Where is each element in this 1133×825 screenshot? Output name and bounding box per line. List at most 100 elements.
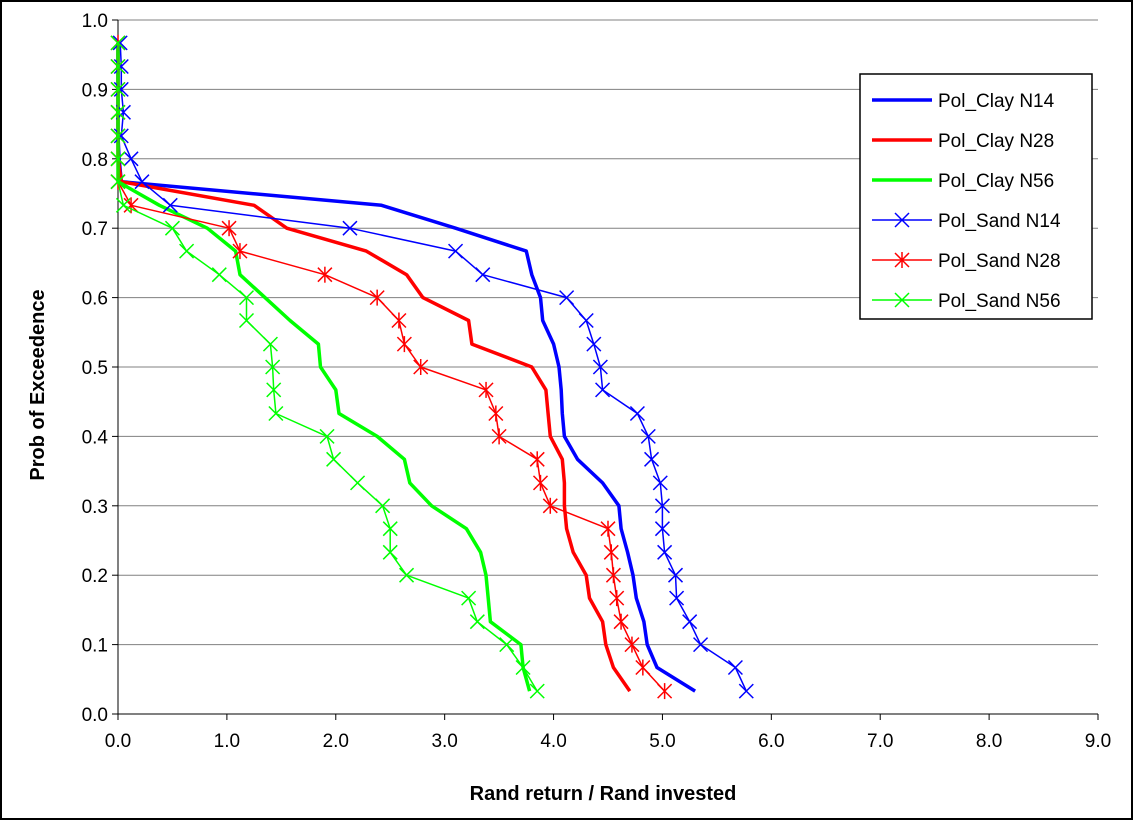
legend-label: Pol_Clay N14 <box>938 91 1055 112</box>
marker-stroke <box>113 58 129 75</box>
data-point-marker <box>391 312 407 329</box>
data-point-marker <box>542 497 558 514</box>
marker-stroke <box>115 197 131 213</box>
data-point-marker <box>413 359 429 375</box>
marker-stroke <box>113 81 129 97</box>
marker-stroke <box>644 451 660 467</box>
legend-item: Pol_Sand N14 <box>872 211 1061 232</box>
y-tick-label: 0.6 <box>82 289 108 310</box>
data-point-marker <box>232 243 248 260</box>
marker-stroke <box>382 521 398 537</box>
data-point-marker <box>529 683 545 699</box>
legend-label: Pol_Sand N14 <box>938 211 1061 232</box>
marker-stroke <box>667 567 684 583</box>
data-point-marker <box>113 81 129 97</box>
y-tick-label: 0.7 <box>82 219 108 240</box>
marker-stroke <box>727 659 743 676</box>
marker-stroke <box>110 58 126 75</box>
marker-stroke <box>469 614 485 630</box>
marker-stroke <box>110 81 126 97</box>
data-point-marker <box>491 428 507 445</box>
data-point-marker <box>317 266 333 283</box>
marker-stroke <box>179 243 195 259</box>
data-point-marker <box>350 475 366 491</box>
data-point-marker <box>115 197 131 213</box>
legend-item: Pol_Clay N56 <box>872 171 1054 192</box>
data-point-marker <box>640 428 656 444</box>
marker-stroke <box>399 567 415 583</box>
data-point-marker <box>110 81 126 97</box>
marker-stroke <box>499 637 515 653</box>
marker-stroke <box>475 267 491 283</box>
data-point-marker <box>179 243 195 259</box>
data-point-marker <box>657 683 673 700</box>
data-point-marker <box>635 659 651 676</box>
data-point-marker <box>624 636 640 653</box>
marker-stroke <box>515 659 531 676</box>
marker-stroke <box>238 290 255 306</box>
marker-stroke <box>894 212 910 228</box>
x-tick-label: 2.0 <box>323 731 349 752</box>
marker-stroke <box>110 104 126 120</box>
marker-stroke <box>682 614 698 630</box>
data-point-marker <box>592 359 608 375</box>
marker-stroke <box>592 359 608 375</box>
data-point-marker <box>112 35 128 51</box>
y-axis-title: Prob of Exceedence <box>27 289 49 480</box>
data-point-marker <box>123 151 139 167</box>
data-point-marker <box>654 521 670 537</box>
data-point-marker <box>110 128 126 144</box>
series-pol-sand-n56 <box>110 35 545 699</box>
x-tick-label: 1.0 <box>214 731 240 752</box>
legend-item: Pol_Sand N28 <box>872 251 1061 272</box>
y-tick-label: 0.9 <box>82 80 108 101</box>
marker-stroke <box>669 590 685 606</box>
marker-stroke <box>211 267 227 283</box>
data-point-marker <box>342 220 358 236</box>
marker-stroke <box>586 336 602 352</box>
data-point-marker <box>164 220 180 236</box>
y-tick-label: 0.2 <box>82 566 108 587</box>
plot-area: 0.0 0.1 0.2 0.3 0.4 0.5 0.6 0.7 0.8 0.9 1.0 0.0 1.0 2… <box>82 11 1112 752</box>
data-point-marker <box>266 382 282 398</box>
marker-stroke <box>164 220 180 236</box>
marker-stroke <box>657 544 673 560</box>
marker-stroke <box>110 174 126 190</box>
marker-stroke <box>738 683 754 699</box>
data-point-marker <box>110 104 126 120</box>
x-tick-label: 3.0 <box>431 731 457 752</box>
marker-stroke <box>595 382 611 398</box>
data-point-marker <box>727 659 743 676</box>
y-tick-label: 1.0 <box>82 11 108 32</box>
marker-stroke <box>110 151 126 167</box>
marker-stroke <box>112 35 128 51</box>
marker-stroke <box>266 382 282 398</box>
data-point-marker <box>478 381 494 398</box>
legend-box <box>859 73 1093 320</box>
data-point-marker <box>115 104 131 120</box>
data-point-marker <box>657 544 673 560</box>
marker-stroke <box>123 151 139 167</box>
legend-label: Pol_Sand N56 <box>938 291 1061 312</box>
data-point-marker <box>578 312 594 329</box>
marker-stroke <box>265 359 281 375</box>
y-tick-label: 0.1 <box>82 636 108 657</box>
data-point-marker <box>613 613 629 630</box>
marker-stroke <box>162 197 178 213</box>
data-point-marker <box>559 290 575 306</box>
x-tick-label: 7.0 <box>867 731 893 752</box>
x-tick-label: 9.0 <box>1085 731 1111 752</box>
marker-stroke <box>559 290 575 306</box>
legend-marker <box>894 292 910 308</box>
data-point-marker <box>110 58 126 75</box>
x-tick-label: 8.0 <box>976 731 1002 752</box>
x-tick-label: 0.0 <box>105 731 131 752</box>
marker-stroke <box>640 428 656 444</box>
marker-stroke <box>342 220 358 236</box>
data-point-marker <box>475 267 491 283</box>
y-tick-label: 0.0 <box>82 705 108 726</box>
data-point-marker <box>532 474 549 491</box>
data-point-marker <box>268 405 284 422</box>
data-point-marker <box>738 683 754 699</box>
data-point-marker <box>238 312 255 329</box>
